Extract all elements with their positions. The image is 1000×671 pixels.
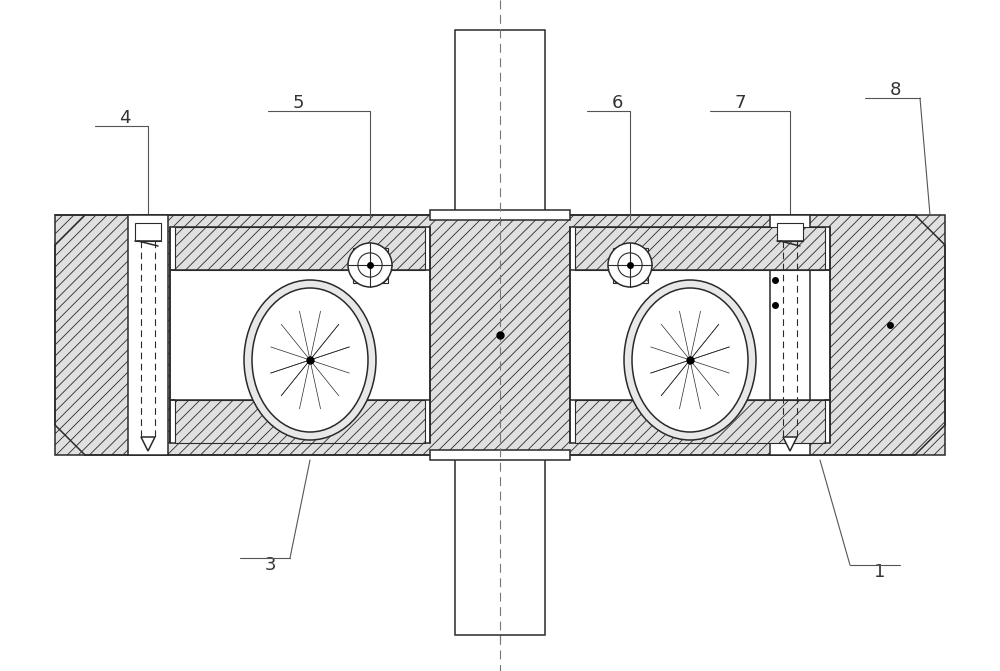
Bar	[663, 333, 718, 388]
Ellipse shape	[632, 288, 748, 432]
Bar	[455, 30, 545, 215]
Ellipse shape	[634, 290, 746, 430]
Ellipse shape	[254, 290, 366, 430]
Text: 4: 4	[119, 109, 131, 127]
Text: 3: 3	[264, 556, 276, 574]
Ellipse shape	[624, 280, 756, 440]
Text: 1: 1	[874, 563, 886, 581]
Polygon shape	[175, 227, 425, 270]
Bar	[353, 248, 388, 283]
Bar	[135, 223, 161, 241]
Bar	[430, 450, 570, 460]
Circle shape	[608, 243, 652, 287]
Text: 5: 5	[292, 94, 304, 112]
Bar	[570, 227, 830, 443]
Text: 2: 2	[504, 566, 516, 584]
Text: 7: 7	[734, 94, 746, 112]
Circle shape	[348, 243, 392, 287]
Bar	[613, 248, 648, 283]
Bar	[455, 455, 545, 635]
Polygon shape	[575, 400, 825, 443]
Circle shape	[358, 253, 382, 277]
Bar	[55, 215, 945, 455]
Bar	[170, 227, 430, 443]
Bar	[430, 210, 570, 220]
Text: 8: 8	[889, 81, 901, 99]
Bar	[283, 333, 338, 388]
Polygon shape	[175, 400, 425, 443]
Ellipse shape	[244, 280, 376, 440]
Polygon shape	[783, 437, 797, 451]
Polygon shape	[575, 227, 825, 270]
Text: 6: 6	[611, 94, 623, 112]
Bar	[770, 215, 810, 455]
Polygon shape	[141, 437, 155, 451]
Circle shape	[618, 253, 642, 277]
Bar	[777, 223, 803, 241]
Bar	[128, 215, 168, 455]
Ellipse shape	[252, 288, 368, 432]
